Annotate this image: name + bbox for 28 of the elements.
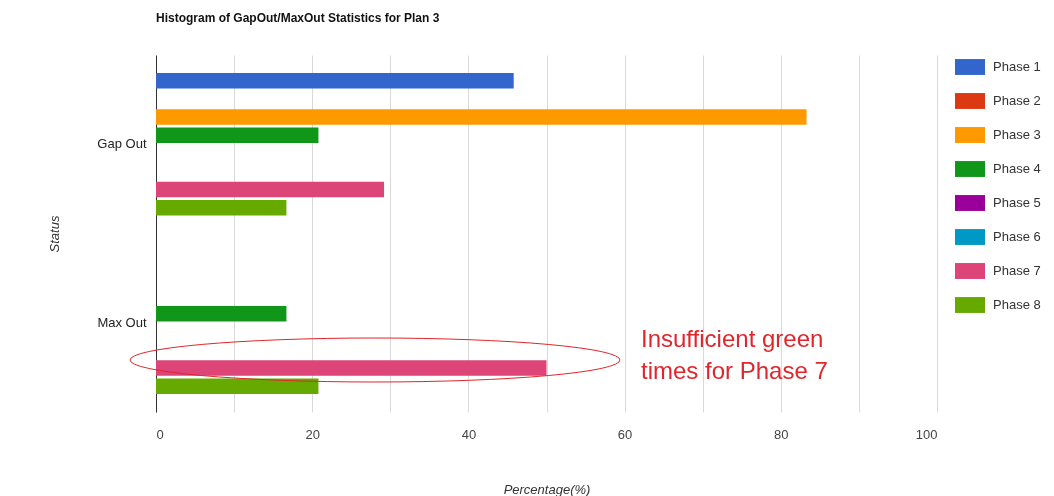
y-tick-label: Gap Out (97, 136, 147, 152)
x-tick-label: 20 (305, 426, 320, 442)
x-tick-label: 100 (915, 426, 938, 442)
bar (156, 181, 385, 198)
bar (156, 109, 807, 125)
y-tick-label: Max Out (97, 314, 147, 330)
chart-title: Histogram of GapOut/MaxOut Statistics for Plan 3 (156, 11, 440, 25)
bar (156, 73, 514, 89)
legend-label: Phase 3 (993, 127, 1041, 142)
y-axis-title: Status (46, 215, 62, 253)
bar (156, 360, 547, 376)
x-tick-label: 40 (461, 426, 477, 442)
legend-label: Phase 8 (993, 297, 1041, 312)
bar (156, 127, 319, 143)
legend-label: Phase 4 (993, 161, 1041, 176)
bar (156, 378, 319, 394)
bar (156, 305, 287, 322)
legend-label: Phase 5 (993, 195, 1041, 210)
bar (156, 199, 287, 216)
legend-label: Phase 7 (993, 263, 1041, 278)
x-tick-label: 60 (617, 426, 633, 442)
annotation: Insufficient green times for Phase 7 (641, 325, 828, 384)
x-tick-label: 0 (156, 426, 164, 442)
legend-label: Phase 2 (993, 93, 1041, 108)
legend-label: Phase 6 (993, 229, 1041, 244)
legend-label: Phase 1 (993, 59, 1041, 74)
x-tick-label: 80 (774, 426, 789, 442)
x-axis-title: Percentage(%) (503, 481, 591, 496)
